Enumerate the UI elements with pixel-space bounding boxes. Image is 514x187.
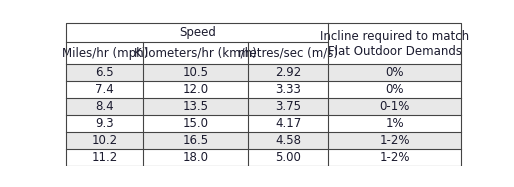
Text: 2.92: 2.92	[275, 66, 301, 79]
Text: 7.4: 7.4	[95, 83, 114, 96]
Text: 15.0: 15.0	[182, 117, 208, 130]
Text: 0-1%: 0-1%	[379, 100, 410, 113]
Bar	[66, 81, 461, 98]
Text: metres/sec (m/s): metres/sec (m/s)	[238, 47, 338, 60]
Bar	[328, 23, 461, 65]
Text: 11.2: 11.2	[91, 151, 118, 164]
Text: 12.0: 12.0	[182, 83, 209, 96]
Text: 5.00: 5.00	[275, 151, 301, 164]
Text: Kilometers/hr (km/h): Kilometers/hr (km/h)	[134, 47, 257, 60]
Text: Speed: Speed	[179, 26, 216, 39]
Text: 4.58: 4.58	[275, 134, 301, 147]
Text: 0%: 0%	[386, 83, 404, 96]
Bar	[66, 65, 461, 81]
Text: 1%: 1%	[385, 117, 404, 130]
Bar	[66, 42, 328, 65]
Text: 10.5: 10.5	[182, 66, 208, 79]
Text: 3.33: 3.33	[275, 83, 301, 96]
Text: 6.5: 6.5	[96, 66, 114, 79]
Bar	[66, 115, 461, 132]
Bar	[66, 23, 328, 42]
Text: 18.0: 18.0	[182, 151, 208, 164]
Text: 1-2%: 1-2%	[379, 134, 410, 147]
Text: 8.4: 8.4	[96, 100, 114, 113]
Text: Incline required to match
Flat Outdoor Demands: Incline required to match Flat Outdoor D…	[320, 30, 469, 58]
Bar	[66, 98, 461, 115]
Text: 1-2%: 1-2%	[379, 151, 410, 164]
Text: 10.2: 10.2	[91, 134, 118, 147]
Text: 16.5: 16.5	[182, 134, 209, 147]
Text: 4.17: 4.17	[275, 117, 301, 130]
Bar	[66, 132, 461, 149]
Bar	[66, 149, 461, 166]
Text: 9.3: 9.3	[96, 117, 114, 130]
Text: Miles/hr (mph): Miles/hr (mph)	[62, 47, 148, 60]
Text: 3.75: 3.75	[275, 100, 301, 113]
Text: 0%: 0%	[386, 66, 404, 79]
Text: 13.5: 13.5	[182, 100, 208, 113]
